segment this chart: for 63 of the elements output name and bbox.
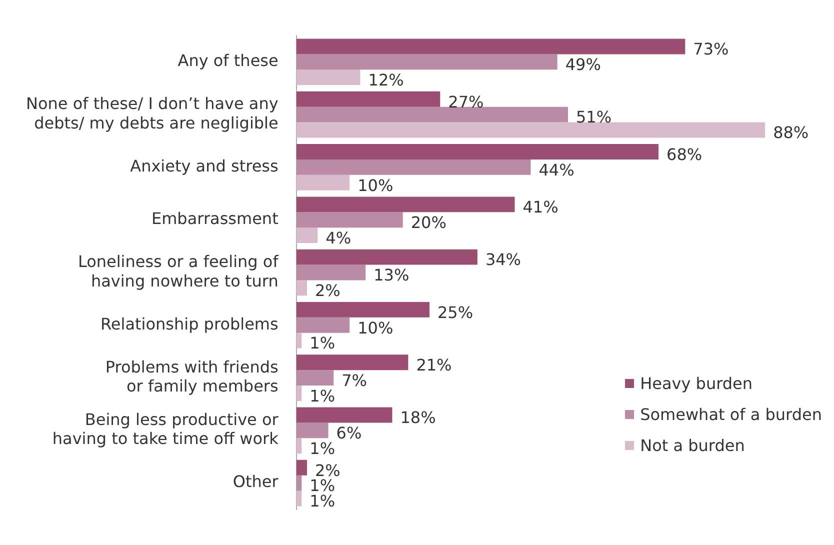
bar bbox=[296, 317, 350, 333]
bar bbox=[296, 122, 766, 138]
data-label: 18% bbox=[400, 408, 436, 428]
bar bbox=[296, 38, 686, 54]
bar bbox=[296, 159, 531, 175]
data-label: 10% bbox=[358, 318, 394, 338]
bar bbox=[296, 475, 302, 491]
data-label: 1% bbox=[310, 334, 336, 353]
bar bbox=[296, 438, 302, 454]
data-label: 6% bbox=[336, 424, 362, 443]
bar bbox=[296, 460, 307, 476]
y-tick-label: Anxiety and stress bbox=[130, 156, 278, 176]
data-label: 1% bbox=[310, 386, 336, 406]
y-tick-label: Loneliness or a feeling of having nowhere to turn bbox=[78, 252, 279, 290]
data-label: 10% bbox=[358, 176, 394, 195]
bar bbox=[296, 407, 392, 423]
bar bbox=[296, 249, 478, 265]
data-label: 49% bbox=[565, 55, 601, 74]
bar bbox=[296, 490, 302, 506]
data-label: 4% bbox=[326, 228, 352, 248]
y-tick-label: Relationship problems bbox=[100, 314, 278, 334]
bar bbox=[296, 354, 408, 370]
bar bbox=[296, 196, 515, 212]
bar bbox=[296, 174, 350, 190]
y-tick-label: Embarrassment bbox=[151, 209, 278, 228]
data-label: 7% bbox=[342, 370, 368, 390]
data-label: 73% bbox=[693, 40, 729, 59]
bar bbox=[296, 54, 558, 70]
y-tick-label: Any of these bbox=[178, 51, 278, 70]
legend-label: Heavy burden bbox=[640, 374, 753, 393]
bar bbox=[296, 386, 302, 401]
bar bbox=[296, 91, 440, 107]
bar bbox=[296, 422, 328, 438]
bar bbox=[296, 280, 307, 296]
data-label: 2% bbox=[314, 281, 340, 300]
bar bbox=[296, 370, 334, 386]
legend-label: Somewhat of a burden bbox=[640, 405, 822, 424]
data-label: 25% bbox=[438, 302, 474, 322]
y-tick-label: Being less productive or having to take time off work bbox=[52, 410, 280, 448]
bar bbox=[296, 212, 403, 228]
bar bbox=[296, 228, 318, 244]
data-label: 1% bbox=[310, 439, 336, 458]
data-label: 13% bbox=[374, 266, 410, 285]
data-label: 44% bbox=[538, 160, 574, 180]
legend-label: Not a burden bbox=[640, 436, 745, 455]
data-label: 20% bbox=[410, 213, 446, 232]
bar bbox=[296, 332, 302, 348]
data-label: 68% bbox=[666, 144, 702, 164]
bar bbox=[296, 302, 430, 318]
data-label: 27% bbox=[448, 92, 484, 112]
bar bbox=[296, 264, 366, 280]
data-label: 21% bbox=[416, 356, 452, 375]
data-label: 34% bbox=[485, 250, 522, 270]
data-label: 41% bbox=[522, 198, 558, 217]
data-label: 51% bbox=[576, 108, 612, 127]
y-tick-label: Problems with friends or family members bbox=[105, 357, 278, 396]
y-tick-label: Other bbox=[232, 472, 279, 492]
bar bbox=[296, 144, 659, 160]
bar bbox=[296, 70, 360, 86]
y-tick-label: None of these/ I don’t have any debts/ my debts are negligible bbox=[26, 94, 278, 132]
data-label: 88% bbox=[773, 123, 809, 142]
data-label: 12% bbox=[368, 70, 404, 90]
bar bbox=[296, 106, 568, 122]
